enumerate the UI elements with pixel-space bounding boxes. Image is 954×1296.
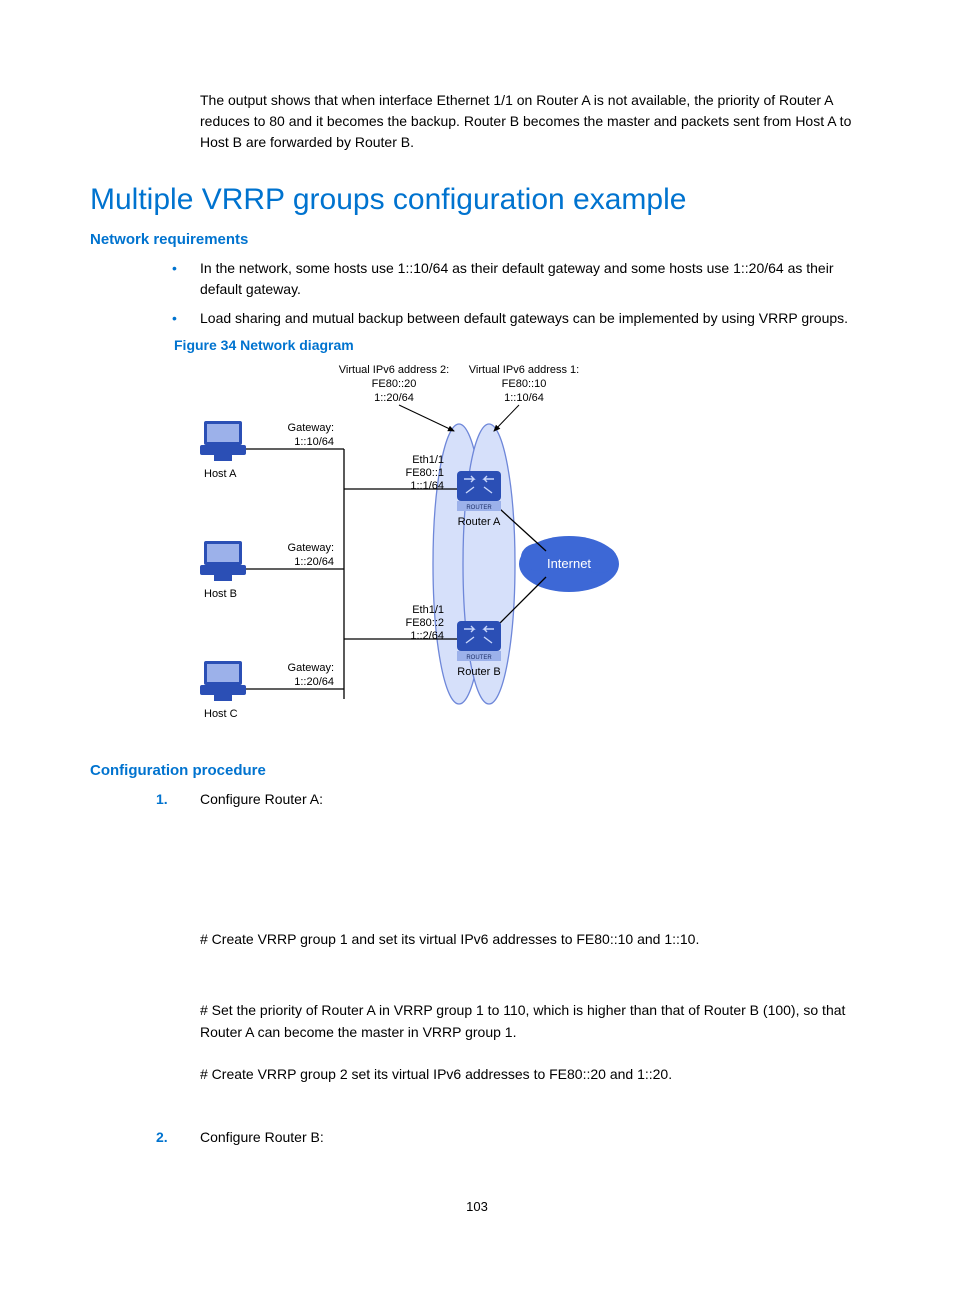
vaddr1-title: Virtual IPv6 address 1: xyxy=(469,364,579,376)
host-a-label: Host A xyxy=(204,468,237,480)
router-a-addr2: 1::1/64 xyxy=(410,480,444,492)
figure-caption: Figure 34 Network diagram xyxy=(174,337,864,353)
step-para: # Set the priority of Router A in VRRP g… xyxy=(200,1000,864,1043)
host-c-label: Host C xyxy=(204,708,238,720)
step-para: # Create VRRP group 1 and set its virtua… xyxy=(200,929,864,951)
router-a-addr1: FE80::1 xyxy=(405,467,444,479)
internet-cloud: Internet xyxy=(519,536,619,592)
router-b-addr1: FE80::2 xyxy=(405,617,444,629)
host-b-label: Host B xyxy=(204,588,237,600)
intro-paragraph: The output shows that when interface Eth… xyxy=(200,90,864,153)
host-c-gw-cap: Gateway: xyxy=(288,662,334,674)
list-item: Load sharing and mutual backup between d… xyxy=(200,308,864,329)
router-b-icon: ROUTER xyxy=(457,621,501,661)
vrrp-ellipse-1 xyxy=(463,424,515,704)
router-a-icon: ROUTER xyxy=(457,471,501,511)
step-2: 2. Configure Router B: xyxy=(200,1127,864,1149)
router-b-iface: Eth1/1 xyxy=(412,604,444,616)
step-title: Configure Router A: xyxy=(200,791,323,807)
arrow-line xyxy=(399,405,454,431)
step-1: 1. Configure Router A: # Create VRRP gro… xyxy=(200,789,864,1113)
vaddr2-l2: 1::20/64 xyxy=(374,392,414,404)
vaddr1-l1: FE80::10 xyxy=(502,378,547,390)
router-a-label: Router A xyxy=(458,516,501,528)
step-number: 2. xyxy=(156,1127,168,1149)
page-number: 103 xyxy=(90,1199,864,1214)
host-c-icon xyxy=(200,661,246,701)
section-title: Multiple VRRP groups configuration examp… xyxy=(90,183,864,217)
network-requirements-heading: Network requirements xyxy=(90,231,864,248)
host-b-gw: 1::20/64 xyxy=(294,556,334,568)
host-a-gw-cap: Gateway: xyxy=(288,422,334,434)
router-a-iface: Eth1/1 xyxy=(412,454,444,466)
network-requirements-list: In the network, some hosts use 1::10/64 … xyxy=(90,258,864,329)
step-title: Configure Router B: xyxy=(200,1129,324,1145)
host-b-gw-cap: Gateway: xyxy=(288,542,334,554)
vaddr2-title: Virtual IPv6 address 2: xyxy=(339,364,449,376)
network-diagram: Virtual IPv6 address 2: FE80::20 1::20/6… xyxy=(174,359,864,742)
vaddr1-l2: 1::10/64 xyxy=(504,392,544,404)
host-b-icon xyxy=(200,541,246,581)
svg-text:ROUTER: ROUTER xyxy=(466,505,492,511)
step-para: # Create VRRP group 2 set its virtual IP… xyxy=(200,1064,864,1086)
router-b-addr2: 1::2/64 xyxy=(410,630,444,642)
internet-label: Internet xyxy=(547,556,591,571)
step-number: 1. xyxy=(156,789,168,811)
list-item: In the network, some hosts use 1::10/64 … xyxy=(200,258,864,300)
host-c-gw: 1::20/64 xyxy=(294,676,334,688)
host-a-icon xyxy=(200,421,246,461)
vaddr2-l1: FE80::20 xyxy=(372,378,417,390)
svg-text:ROUTER: ROUTER xyxy=(466,655,492,661)
router-b-label: Router B xyxy=(457,666,500,678)
config-procedure-heading: Configuration procedure xyxy=(90,762,864,779)
arrow-line xyxy=(494,405,519,431)
host-a-gw: 1::10/64 xyxy=(294,436,334,448)
config-steps: 1. Configure Router A: # Create VRRP gro… xyxy=(90,789,864,1149)
